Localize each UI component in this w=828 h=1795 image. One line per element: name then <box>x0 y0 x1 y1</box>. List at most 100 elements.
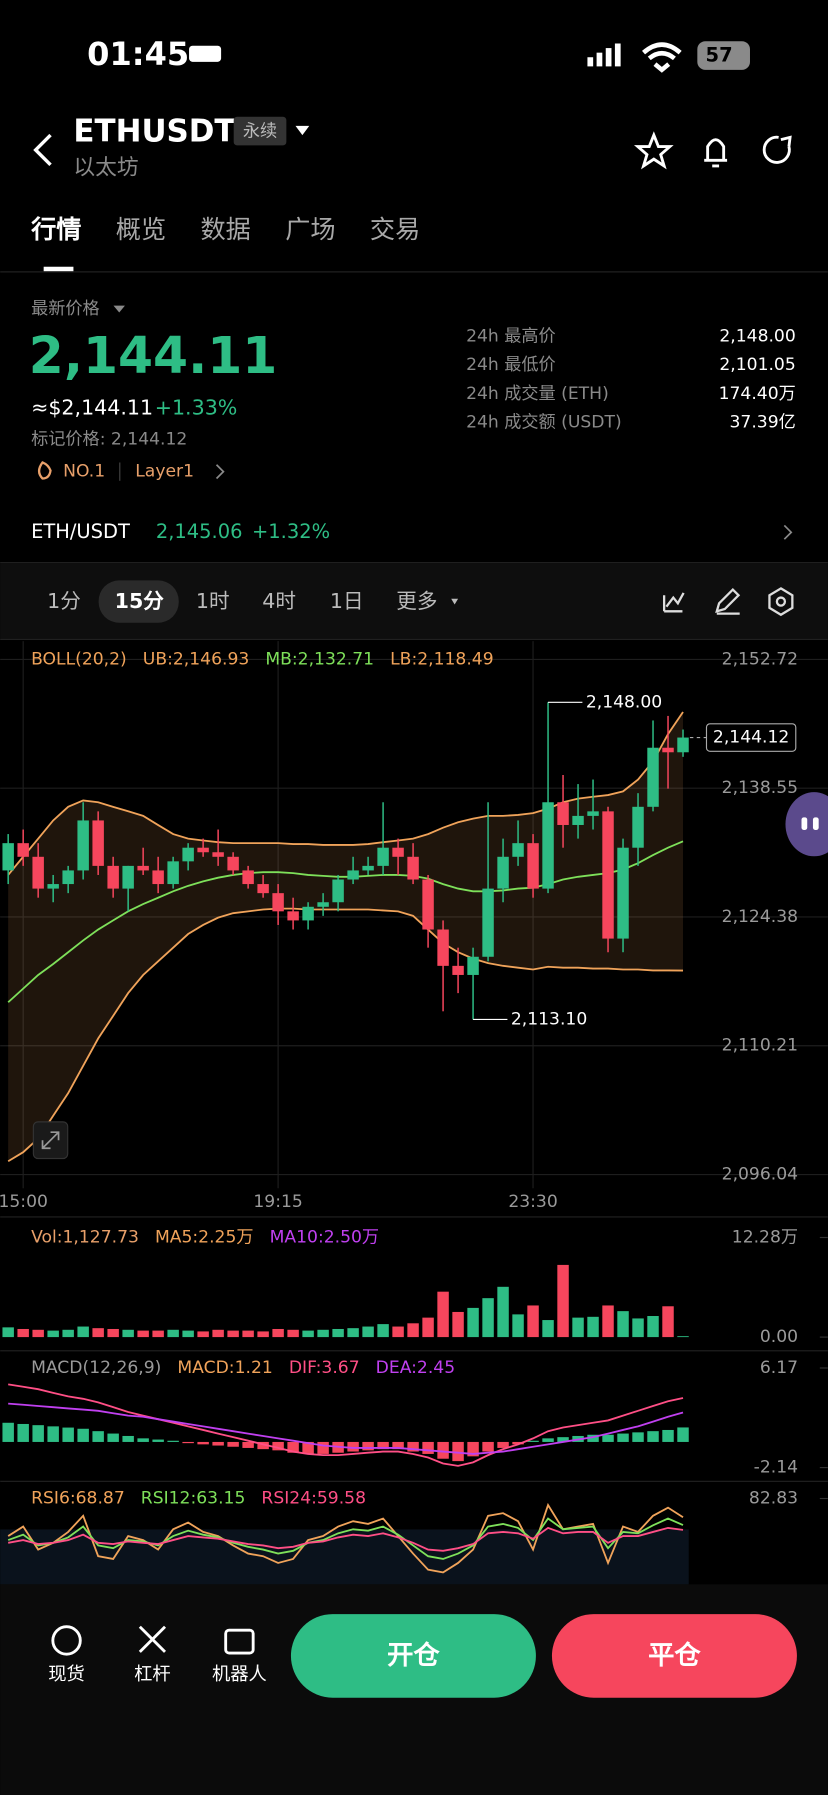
alert-button[interactable] <box>704 138 728 168</box>
bot-icon <box>224 1628 255 1655</box>
tab-indicator <box>43 266 74 272</box>
volume-bar <box>497 1286 509 1338</box>
candle-body <box>527 843 539 889</box>
interval-option[interactable]: 1分 <box>47 589 81 613</box>
annotation-label: 2,113.10 <box>511 1009 587 1029</box>
spot-pair[interactable]: ETH/USDT <box>31 520 130 543</box>
volume-bar <box>407 1323 419 1338</box>
candle-body <box>242 870 254 885</box>
share-button[interactable] <box>762 135 792 164</box>
contract-badge: 永续 <box>243 122 277 142</box>
candle-body <box>467 956 479 975</box>
status-time: 01:45 <box>87 35 189 73</box>
candle-body <box>107 865 119 889</box>
charts: 2,152.72 2,138.55 2,124.38 2,110.21 2,096.04… <box>0 641 828 1585</box>
legend-entry: MACD(12,26,9) <box>31 1358 161 1378</box>
sector-tag[interactable]: Layer1 <box>135 462 194 482</box>
indicator-button[interactable] <box>662 592 685 613</box>
band-fill <box>8 712 684 1162</box>
x-tick-label: 19:15 <box>253 1192 302 1212</box>
pair-chevron[interactable] <box>783 524 793 540</box>
macd-bar <box>197 1441 209 1445</box>
bottom-item[interactable]: 现货 <box>48 1664 85 1685</box>
tab[interactable]: 广场 <box>285 215 335 244</box>
bottom-item[interactable]: 杠杆 <box>134 1664 171 1685</box>
volume-bar <box>332 1328 344 1338</box>
candle-body <box>557 802 569 825</box>
macd-bar <box>182 1441 194 1444</box>
volume-bar <box>347 1328 359 1338</box>
candle-body <box>362 865 374 871</box>
macd-bar <box>647 1431 659 1442</box>
last-price-label[interactable]: 最新价格 <box>31 299 100 319</box>
legend-entry: LB:2,118.49 <box>390 649 494 669</box>
draw-button[interactable] <box>715 587 741 615</box>
macd-bar <box>587 1434 599 1442</box>
volume-bar <box>587 1316 599 1338</box>
legend-entry: DIF:3.67 <box>289 1358 360 1378</box>
label-dropdown <box>113 305 125 313</box>
spot-icon <box>51 1625 82 1656</box>
interval-option[interactable]: 1日 <box>330 589 364 613</box>
candle-body <box>122 865 134 889</box>
candle-body <box>452 965 464 975</box>
macd-bar <box>32 1425 44 1442</box>
interval-option[interactable]: 更多 <box>396 589 437 613</box>
volume-bar <box>542 1320 554 1338</box>
macd-bar <box>617 1433 629 1442</box>
macd-bar <box>272 1441 284 1451</box>
macd-bar <box>437 1441 449 1459</box>
macd-bar <box>92 1431 104 1442</box>
volume-bar <box>362 1326 374 1338</box>
macd-bar <box>602 1434 614 1442</box>
candle-body <box>62 870 74 885</box>
y-tick-label: 2,138.55 <box>722 778 798 798</box>
candle-body <box>437 929 449 966</box>
hot-icon <box>37 461 52 480</box>
tab[interactable]: 行情 <box>30 215 81 244</box>
legend-entry: RSI6:68.87 <box>31 1489 125 1509</box>
macd-bar <box>257 1441 269 1450</box>
open-position-button[interactable] <box>290 1614 536 1698</box>
interval-option[interactable]: 1时 <box>196 589 230 613</box>
volume-bar <box>287 1329 299 1338</box>
volume-bar <box>137 1330 149 1338</box>
macd-bar <box>137 1438 149 1442</box>
macd-bar <box>362 1441 374 1451</box>
last-price: 2,144.11 <box>29 326 278 385</box>
macd-bar <box>227 1441 239 1447</box>
candle-body <box>167 861 179 885</box>
x-tick-label: 15:00 <box>0 1192 48 1212</box>
candle-body <box>257 884 269 894</box>
rsi-line <box>8 1526 684 1552</box>
macd-bar <box>77 1428 89 1442</box>
rank-tag[interactable]: NO.1 <box>63 462 105 482</box>
symbol[interactable]: ETHUSDT <box>73 113 235 149</box>
volume-bar <box>512 1314 524 1338</box>
tab[interactable]: 交易 <box>370 215 420 244</box>
candle-body <box>392 847 404 857</box>
close-position-button[interactable] <box>551 1614 797 1698</box>
volume-bar <box>482 1298 494 1338</box>
volume-bar <box>47 1330 59 1338</box>
tab[interactable]: 概览 <box>116 215 166 244</box>
legend-entry: UB:2,146.93 <box>143 649 250 669</box>
y-tick-label: -2.14 <box>754 1458 798 1478</box>
interval-option[interactable]: 4时 <box>262 589 296 613</box>
candle-body <box>647 747 659 807</box>
candle-body <box>152 870 164 885</box>
symbol-dropdown[interactable] <box>295 125 310 136</box>
volume-bar <box>557 1264 569 1338</box>
more-dropdown <box>451 598 459 605</box>
candle-body <box>287 911 299 921</box>
tab[interactable]: 数据 <box>201 215 251 244</box>
current-price-label: 2,144.12 <box>713 728 789 748</box>
candle-body <box>662 747 674 753</box>
favorite-button[interactable] <box>633 131 674 170</box>
back-button[interactable] <box>33 133 52 167</box>
macd-bar <box>407 1441 419 1452</box>
settings-button[interactable] <box>768 587 794 617</box>
bottom-item[interactable]: 机器人 <box>212 1664 267 1685</box>
interval-option[interactable]: 15分 <box>115 589 165 613</box>
